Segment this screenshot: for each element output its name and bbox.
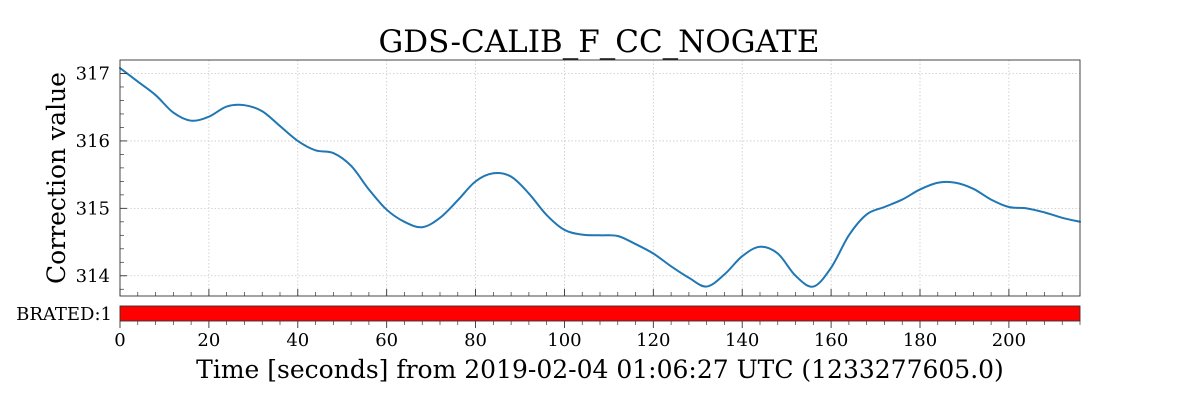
main-axes: 314 315 316 317	[76, 59, 1081, 297]
x-tick-label: 40	[286, 330, 309, 351]
x-tick-label: 80	[464, 330, 487, 351]
x-tick-label: 100	[547, 330, 581, 351]
x-tick-label: 200	[992, 330, 1026, 351]
x-tick-label: 0	[114, 330, 125, 351]
main-x-ticks	[119, 289, 1081, 296]
series-line	[119, 67, 1081, 288]
state-axes: BRATED:1 0 20 40 60 80 100 120 140 160 180 200	[16, 304, 1081, 351]
x-axis-label: Time [seconds] from 2019-02-04 01:06:27 …	[196, 355, 1004, 384]
x-ticks: 0 20 40 60 80 100 120 140 160 180 200	[114, 321, 1081, 351]
x-tick-label: 120	[636, 330, 670, 351]
series-layer	[119, 67, 1081, 288]
x-tick-label: 180	[903, 330, 937, 351]
x-tick-label: 140	[725, 330, 759, 351]
x-tick-label: 20	[197, 330, 220, 351]
y-ticks: 314 315 316 317	[76, 63, 127, 290]
x-tick-label: 60	[375, 330, 398, 351]
y-tick-label: 315	[76, 198, 110, 219]
plot-area	[120, 60, 1080, 296]
y-tick-label: 317	[76, 63, 110, 84]
y-axis-label: Correction value	[42, 72, 71, 284]
state-bar	[120, 306, 1080, 321]
state-label: BRATED:1	[16, 304, 112, 325]
x-tick-label: 160	[814, 330, 848, 351]
y-tick-label: 316	[76, 131, 110, 152]
y-tick-label: 314	[76, 266, 110, 287]
chart-title: GDS-CALIB_F_CC_NOGATE	[379, 24, 820, 60]
